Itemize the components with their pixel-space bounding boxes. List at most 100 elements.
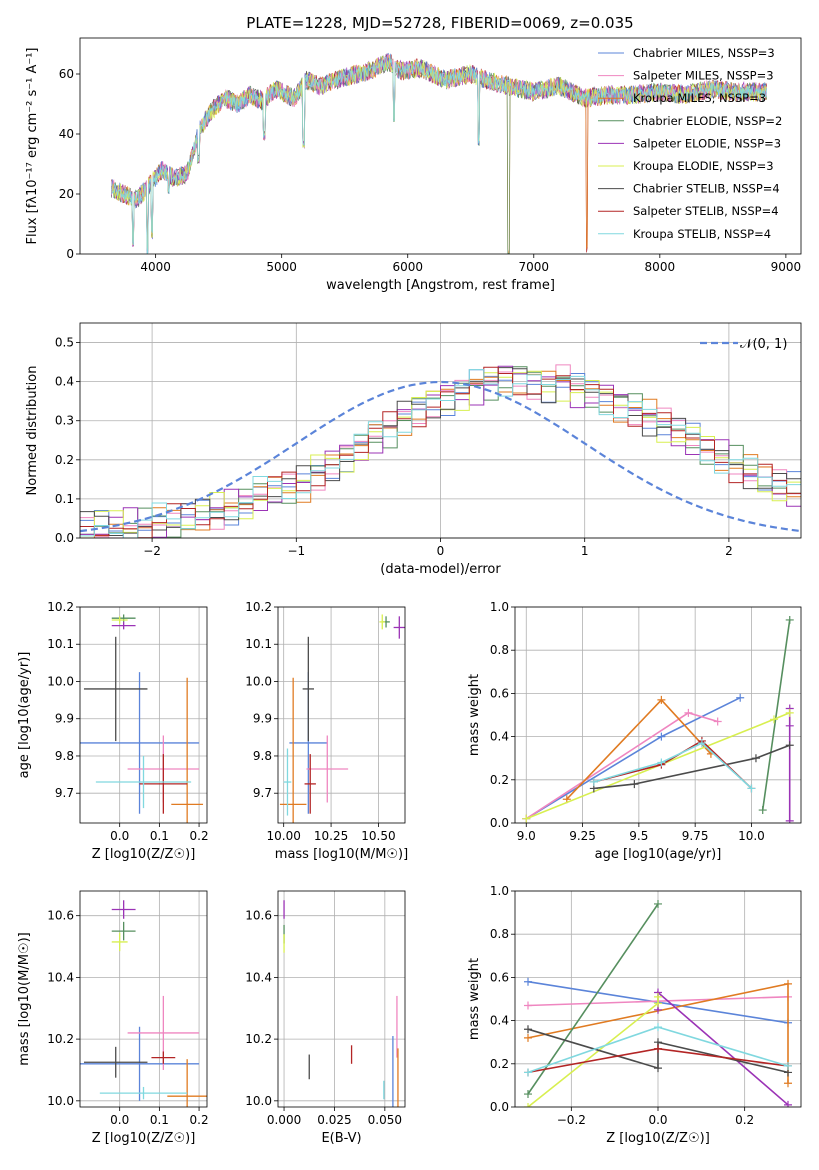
weight-marker (785, 741, 794, 750)
weight-marker (630, 780, 639, 789)
x-tick-label: 4000 (140, 260, 171, 274)
y-tick-label: 0.5 (55, 336, 74, 350)
weight-marker (784, 1100, 792, 1107)
x-tick-label: 0.0 (110, 829, 129, 843)
y-tick-label: 0.2 (490, 773, 509, 787)
x-tick-label: 9.5 (629, 829, 648, 843)
axes-frame (79, 606, 208, 824)
x-tick-label: 6000 (392, 260, 423, 274)
y-tick-label: 0.2 (55, 453, 74, 467)
plot-area-mass_vs_ebv (283, 900, 399, 1107)
weight-marker (657, 695, 666, 704)
y-tick-label: 0.4 (490, 1014, 509, 1028)
x-tick-label: 2 (725, 544, 733, 558)
weight-marker (654, 899, 662, 908)
y-tick-label: 10.6 (245, 909, 272, 923)
y-tick-label: 9.7 (253, 786, 272, 800)
weight-marker (654, 1064, 662, 1073)
y-tick-label: 20 (59, 187, 74, 201)
weight-marker (524, 1103, 532, 1107)
x-tick-label: 10.0 (738, 829, 765, 843)
panel-mass_vs_Z: 0.0 0.1 0.2 10.0 10.2 10.4 10.6 Z [log10(Z/Z☉)]… (17, 890, 209, 1146)
axes-frame (277, 890, 406, 1108)
y-tick-label: 10.4 (245, 970, 272, 984)
legend-entry: 𝒩(0, 1) (740, 337, 787, 352)
legend-entry: Kroupa ELODIE, NSSP=3 (633, 159, 774, 173)
weight-marker (784, 1079, 792, 1088)
x-tick-label: 9.25 (569, 829, 596, 843)
y-axis-label: mass weight (467, 674, 482, 756)
y-tick-label: 9.9 (55, 712, 74, 726)
weight-marker (736, 693, 745, 702)
weight-line (593, 744, 790, 790)
plot-area-weight_vs_age (522, 615, 794, 823)
x-axis-label: age [log10(age/yr)] (595, 847, 722, 862)
x-tick-label: −1 (287, 544, 305, 558)
panel-mass_vs_ebv: 0.000 0.025 0.050 10.0 10.2 10.4 10.6 E(B-V) (245, 890, 406, 1146)
histogram-6 (80, 367, 801, 538)
panels: 4000 5000 6000 7000 8000 90000204060wavelengt… (17, 37, 802, 1146)
y-tick-label: 0.4 (55, 375, 74, 389)
y-tick-label: 10.0 (245, 1094, 272, 1108)
y-axis-label: Normed distribution (25, 366, 40, 496)
y-tick-label: 0.1 (55, 492, 74, 506)
x-tick-label: 0.000 (267, 1113, 301, 1127)
x-tick-label: 10.00 (267, 829, 301, 843)
y-tick-label: 10.0 (47, 674, 74, 688)
legend-entry: Chabrier STELIB, NSSP=4 (633, 182, 780, 196)
x-tick-label: 7000 (519, 260, 550, 274)
y-tick-label: 10.4 (47, 970, 74, 984)
weight-marker (697, 739, 706, 748)
y-tick-label: 10.2 (245, 1032, 272, 1046)
x-tick-label: 10.25 (314, 829, 348, 843)
x-axis-label: Z [log10(Z/Z☉)] (606, 1131, 710, 1146)
panel-weight_vs_age: 9.0 9.25 9.5 9.75 10.0 0.0 0.2 0.4 0.6 0.8 1.0 age … (467, 600, 802, 862)
y-axis-label: mass weight (467, 958, 482, 1040)
x-tick-label: 10.50 (361, 829, 395, 843)
y-tick-label: 60 (59, 67, 74, 81)
weight-marker (654, 992, 662, 1001)
legend-entry: Kroupa MILES, NSSP=3 (633, 91, 766, 105)
panel-weight_vs_Z: −0.2 0.0 0.2 0.0 0.2 0.4 0.6 0.8 1.0 Z [log10(Z/Z… (467, 884, 802, 1146)
x-tick-label: 0 (437, 544, 445, 558)
spectrum-line (111, 56, 767, 254)
weight-line (593, 742, 753, 789)
x-axis-label: Z [log10(Z/Z☉)] (92, 847, 196, 862)
x-tick-label: −0.2 (557, 1113, 586, 1127)
weight-marker (524, 977, 532, 986)
x-tick-label: 0.050 (368, 1113, 402, 1127)
y-tick-label: 0.0 (490, 816, 509, 830)
spectrum-legend: Chabrier MILES, NSSP=3 Salpeter MILES, NS… (598, 46, 782, 241)
y-tick-label: 9.8 (253, 749, 272, 763)
axes-frame (79, 37, 802, 255)
y-tick-label: 9.8 (55, 749, 74, 763)
y-tick-label: 0.8 (490, 927, 509, 941)
legend-entry: Kroupa STELIB, NSSP=4 (633, 227, 771, 241)
x-axis-label: Z [log10(Z/Z☉)] (92, 1131, 196, 1146)
y-axis-label: mass [log10(M/M☉)] (17, 932, 32, 1065)
y-tick-label: 10.0 (245, 674, 272, 688)
weight-marker (524, 1033, 532, 1042)
legend-entry: Chabrier MILES, NSSP=3 (633, 46, 775, 60)
weight-marker (758, 806, 767, 815)
weight-marker (589, 777, 598, 786)
weight-marker (684, 708, 693, 717)
x-tick-label: 5000 (266, 260, 297, 274)
x-tick-label: 8000 (645, 260, 676, 274)
y-tick-label: 0.0 (55, 531, 74, 545)
panel-residuals: −2 −1 0 1 2 0.0 0.1 0.2 0.3 0.4 0.5 (data-model)/er… (25, 322, 802, 577)
y-axis-label: Flux [fλ10⁻¹⁷ erg cm⁻² s⁻¹ A⁻¹] (25, 48, 40, 245)
x-tick-label: 9000 (771, 260, 802, 274)
y-tick-label: 10.1 (47, 637, 74, 651)
x-tick-label: 0.2 (190, 1113, 209, 1127)
y-tick-label: 9.7 (55, 786, 74, 800)
weight-marker (657, 758, 666, 767)
x-axis-label: E(B-V) (321, 1131, 361, 1146)
axes-frame (79, 890, 208, 1108)
y-tick-label: 1.0 (490, 600, 509, 614)
weight-marker (713, 717, 722, 726)
y-tick-label: 10.2 (245, 600, 272, 614)
y-tick-label: 0.6 (490, 686, 509, 700)
panel-spectrum: 4000 5000 6000 7000 8000 9000 0 20 40 60 wavelengt… (25, 37, 802, 293)
